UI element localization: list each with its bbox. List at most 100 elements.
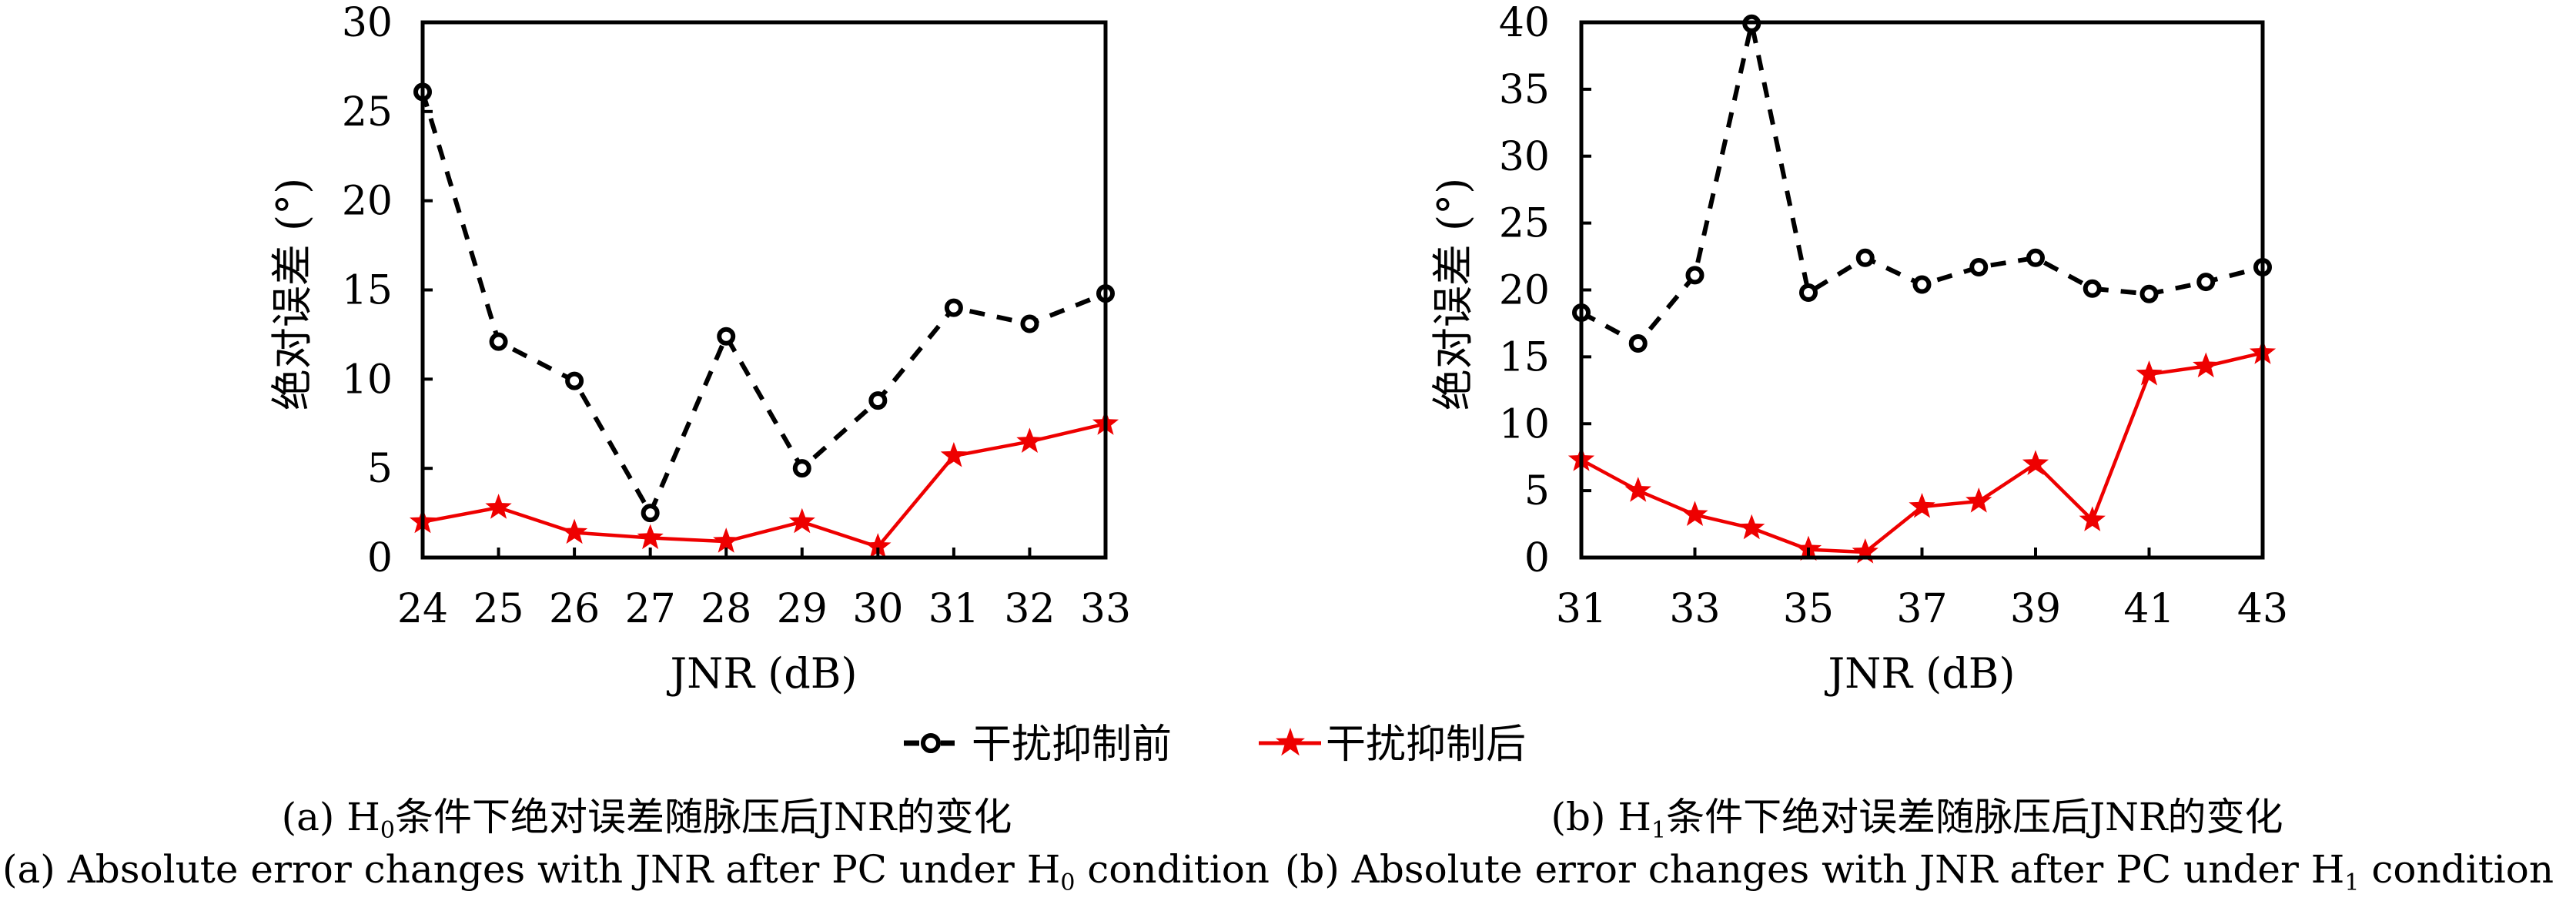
data-point-before	[717, 327, 736, 346]
data-point-after	[713, 528, 740, 553]
plot-a-ticks: 0 5 10 15 20 25 30 24 25 26 27 28 29 30 31 32 33	[342, 0, 1131, 632]
data-point-before	[944, 298, 963, 317]
legend-item-after: 干扰抑制后	[1259, 722, 1526, 768]
captions: (a) H0条件下绝对误差随脉压后JNR的变化 (a) Absolute err…	[2, 795, 2554, 896]
y-tick-label: 0	[1524, 535, 1550, 581]
x-tick-label: 32	[1004, 586, 1055, 632]
y-tick-label: 20	[342, 179, 393, 225]
caption-b-en-prefix: (b) Absolute error changes with JNR afte…	[1285, 847, 2345, 892]
x-tick-label: 37	[1896, 586, 1947, 632]
x-tick-label: 26	[549, 586, 600, 632]
series-line-before	[1580, 21, 2263, 346]
data-point-before	[641, 504, 660, 523]
x-tick-label: 39	[2010, 586, 2061, 632]
data-point-after	[2079, 506, 2106, 531]
data-point-before	[792, 459, 811, 478]
y-tick-label: 25	[1499, 201, 1550, 247]
caption-b-en-sub: 1	[2344, 869, 2359, 896]
data-point-before	[2083, 279, 2102, 298]
plot-a-frame	[420, 20, 1108, 560]
x-tick-label: 43	[2237, 586, 2288, 632]
caption-b-en: (b) Absolute error changes with JNR afte…	[1285, 847, 2554, 896]
data-point-before	[868, 391, 888, 410]
data-point-after	[561, 518, 588, 544]
x-tick-label: 30	[852, 586, 903, 632]
y-tick-label: 10	[1499, 401, 1550, 447]
legend-circle-marker-icon	[921, 733, 941, 753]
y-axis-title-b: 绝对误差 (°)	[1429, 178, 1477, 410]
caption-a-en-prefix: (a) Absolute error changes with JNR afte…	[2, 847, 1060, 892]
plot-a-marks	[409, 82, 1119, 558]
legend-label-after: 干扰抑制后	[1326, 722, 1526, 768]
data-point-before	[2196, 273, 2216, 292]
y-tick-label: 5	[1524, 468, 1550, 514]
x-tick-label: 41	[2123, 586, 2174, 632]
y-tick-label: 20	[1499, 268, 1550, 314]
x-tick-label: 25	[473, 586, 524, 632]
y-tick-label: 15	[342, 268, 393, 314]
series-line-after	[1580, 351, 2263, 554]
data-point-before	[1799, 283, 1818, 302]
caption-a-cn-sub: 0	[380, 817, 395, 844]
data-point-before	[1969, 257, 1989, 276]
data-point-after	[637, 524, 664, 550]
caption-b-cn-prefix: (b) H	[1551, 795, 1651, 839]
y-tick-label: 30	[342, 0, 393, 46]
x-axis-title-a: JNR (dB)	[666, 649, 857, 698]
y-axis-title-a: 绝对误差 (°)	[268, 178, 316, 410]
y-tick-label: 15	[1499, 334, 1550, 380]
y-tick-label: 0	[367, 535, 393, 581]
data-point-before	[1628, 334, 1648, 353]
caption-a-cn-suffix: 条件下绝对误差随脉压后JNR的变化	[395, 795, 1012, 839]
data-point-before	[1685, 266, 1705, 285]
caption-b-en-suffix: condition	[2360, 847, 2554, 892]
y-tick-label: 5	[367, 446, 393, 492]
series-line-before	[420, 91, 1107, 516]
data-point-after	[2136, 360, 2163, 386]
data-point-after	[940, 442, 967, 467]
caption-b-cn-sub: 1	[1651, 817, 1666, 844]
data-point-after	[1965, 487, 1992, 513]
legend-star-marker-icon	[1276, 728, 1305, 756]
data-point-after	[865, 533, 892, 558]
data-point-after	[1909, 493, 1935, 518]
legend-label-before: 干扰抑制前	[972, 722, 1172, 768]
caption-a-en: (a) Absolute error changes with JNR afte…	[2, 847, 1270, 896]
data-point-before	[1020, 314, 1039, 333]
caption-a-cn: (a) H0条件下绝对误差随脉压后JNR的变化	[282, 795, 1012, 844]
caption-a-en-sub: 0	[1060, 869, 1075, 896]
data-point-after	[788, 507, 815, 534]
y-tick-label: 10	[342, 357, 393, 403]
data-point-before	[2139, 284, 2159, 303]
plot-b-marks	[1567, 14, 2277, 564]
data-point-after	[1624, 477, 1651, 502]
legend: 干扰抑制前 干扰抑制后	[904, 722, 1526, 768]
data-point-after	[1016, 427, 1043, 453]
data-point-after	[1681, 501, 1708, 526]
x-tick-label: 35	[1783, 586, 1834, 632]
panel-a: 0 5 10 15 20 25 30 24 25 26 27 28 29 30 31 32 33 JNR (dB…	[268, 0, 1131, 698]
caption-a-en-suffix: condition	[1075, 847, 1270, 892]
legend-item-before: 干扰抑制前	[904, 722, 1172, 768]
data-point-after	[1738, 514, 1765, 540]
x-tick-label: 33	[1080, 586, 1131, 632]
x-tick-label: 33	[1669, 586, 1720, 632]
data-point-after	[2022, 450, 2049, 475]
caption-b-cn-suffix: 条件下绝对误差随脉压后JNR的变化	[1666, 795, 2283, 839]
data-point-before	[1912, 275, 1932, 294]
y-tick-label: 35	[1499, 67, 1550, 113]
x-tick-label: 24	[397, 586, 448, 632]
x-tick-label: 27	[625, 586, 676, 632]
plot-b-ticks: 0 5 10 15 20 25 30 35 40 31 33 35 37 39 41 43	[1499, 0, 2288, 632]
data-point-after	[1852, 538, 1878, 564]
y-tick-label: 40	[1499, 0, 1550, 46]
caption-a-cn-prefix: (a) H	[282, 795, 380, 839]
data-point-after	[485, 494, 512, 519]
x-tick-label: 28	[701, 586, 751, 632]
data-point-after	[2193, 352, 2220, 378]
x-tick-label: 31	[928, 586, 979, 632]
x-tick-label: 29	[777, 586, 828, 632]
data-point-before	[565, 371, 584, 390]
